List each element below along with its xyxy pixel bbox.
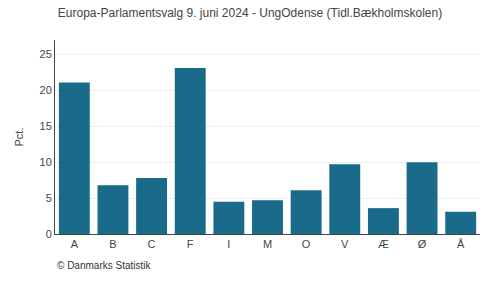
- svg-text:C: C: [148, 238, 156, 250]
- svg-text:© Danmarks Statistik: © Danmarks Statistik: [57, 260, 152, 271]
- svg-text:25: 25: [40, 48, 52, 60]
- svg-text:5: 5: [46, 192, 52, 204]
- svg-text:A: A: [71, 238, 79, 250]
- svg-text:Pct.: Pct.: [13, 128, 25, 147]
- svg-text:V: V: [341, 238, 349, 250]
- svg-text:Æ: Æ: [378, 238, 389, 250]
- svg-text:M: M: [263, 238, 272, 250]
- svg-text:0: 0: [46, 228, 52, 240]
- svg-text:Europa-Parlamentsvalg 9. juni: Europa-Parlamentsvalg 9. juni 2024 - Ung…: [58, 6, 442, 20]
- svg-text:O: O: [302, 238, 311, 250]
- svg-text:Å: Å: [457, 238, 465, 250]
- svg-text:I: I: [227, 238, 230, 250]
- svg-text:20: 20: [40, 84, 52, 96]
- svg-text:F: F: [187, 238, 194, 250]
- svg-text:B: B: [109, 238, 116, 250]
- svg-text:10: 10: [40, 156, 52, 168]
- svg-text:Ø: Ø: [418, 238, 427, 250]
- svg-text:15: 15: [40, 120, 52, 132]
